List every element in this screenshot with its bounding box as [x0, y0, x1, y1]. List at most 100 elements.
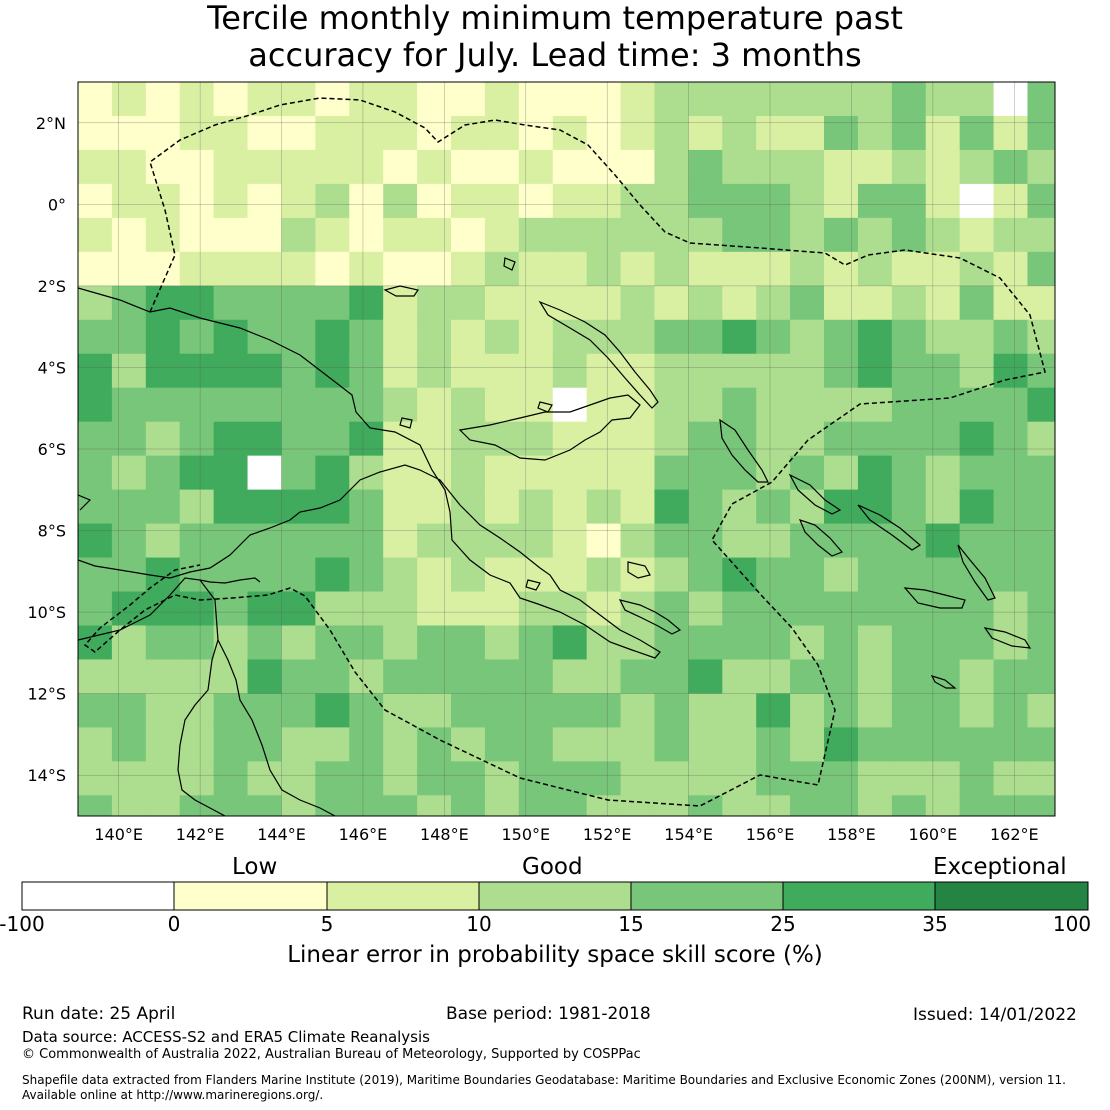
skill-cell — [78, 591, 113, 627]
skill-cell — [78, 183, 113, 219]
skill-cell — [959, 285, 995, 321]
skill-cell — [586, 489, 622, 525]
skill-cell — [824, 251, 859, 287]
skill-cell — [145, 455, 181, 491]
skill-cell — [959, 421, 995, 457]
skill-cell — [518, 523, 554, 559]
lat-label: 14°S — [27, 766, 66, 785]
skill-cell — [586, 319, 622, 355]
skill-cell — [179, 761, 215, 796]
skill-cell — [993, 319, 1029, 355]
skill-cell — [417, 82, 452, 117]
title-line-2: accuracy for July. Lead time: 3 months — [248, 36, 862, 74]
skill-cell — [1027, 183, 1055, 219]
skill-cell — [111, 557, 147, 593]
skill-cell — [993, 183, 1029, 219]
skill-cell — [484, 489, 520, 525]
skill-cell — [247, 251, 283, 287]
skill-cell — [484, 727, 520, 762]
skill-cell — [857, 761, 893, 796]
skill-cell — [925, 353, 961, 389]
skill-cell — [315, 115, 350, 151]
skill-cell — [925, 115, 961, 151]
skill-cell — [552, 455, 588, 491]
skill-cell — [756, 217, 791, 253]
skill-cell — [518, 625, 554, 661]
skill-cell — [281, 727, 316, 762]
skill-cell — [959, 693, 995, 728]
solomon-malaita-coast — [957, 544, 996, 601]
skill-cell — [620, 285, 656, 321]
skill-cell — [349, 149, 384, 185]
skill-cell — [552, 82, 588, 117]
small-island-2 — [537, 401, 553, 413]
skill-cell — [993, 115, 1029, 151]
skill-cell — [315, 285, 350, 321]
skill-cell — [383, 693, 418, 728]
skill-cell — [179, 319, 215, 355]
skill-cell — [145, 115, 181, 151]
skill-cell — [417, 319, 452, 355]
skill-cell — [824, 319, 859, 355]
skill-cell — [654, 319, 689, 355]
skill-cell — [247, 115, 283, 151]
skill-cell — [349, 557, 384, 593]
skill-cell — [586, 387, 622, 423]
skill-cell — [756, 659, 791, 695]
skill-cell — [179, 455, 215, 491]
skill-cell — [925, 795, 961, 816]
skill-cell — [315, 149, 350, 185]
skill-cell — [620, 183, 656, 219]
skill-cell — [518, 82, 554, 117]
base-period: Base period: 1981-2018 — [446, 1004, 651, 1024]
skill-cell — [417, 217, 452, 253]
skill-cell — [78, 421, 113, 457]
skill-cell — [383, 761, 418, 796]
skill-cell — [484, 421, 520, 457]
skill-cell — [247, 217, 283, 253]
skill-cell — [383, 353, 418, 389]
skill-cell — [891, 557, 927, 593]
skill-cell — [857, 727, 893, 762]
skill-cell — [959, 523, 995, 559]
skill-cell — [552, 115, 588, 151]
skill-cell — [247, 625, 283, 661]
skill-cell — [654, 82, 689, 117]
skill-cell — [451, 625, 486, 661]
skill-cell — [552, 625, 588, 661]
skill-cell — [891, 149, 927, 185]
skill-cell — [213, 251, 249, 287]
skill-cell — [417, 625, 452, 661]
skill-cell — [722, 149, 757, 185]
skill-cell — [654, 795, 689, 816]
lon-label: 148°E — [420, 825, 469, 844]
skill-cell — [620, 489, 656, 525]
skill-cell — [451, 285, 486, 321]
skill-cell — [111, 761, 147, 796]
skill-cell — [722, 727, 757, 762]
skill-cell — [111, 387, 147, 423]
solomon-makira-coast — [983, 627, 1032, 649]
skill-cell — [620, 523, 656, 559]
skill-cell — [78, 319, 113, 355]
skill-cell — [1027, 285, 1055, 321]
skill-cell — [824, 421, 859, 457]
skill-cell — [417, 727, 452, 762]
skill-cell — [722, 591, 757, 627]
manus-coast — [383, 285, 419, 297]
skill-cell — [925, 591, 961, 627]
skill-cell — [586, 727, 622, 762]
skill-cell — [552, 591, 588, 627]
skill-cell — [688, 115, 723, 151]
skill-cell — [518, 115, 554, 151]
skill-cell — [552, 183, 588, 219]
skill-cell — [959, 761, 995, 796]
skill-cell — [179, 557, 215, 593]
skill-cell — [315, 421, 350, 457]
skill-cell — [891, 82, 927, 117]
skill-cell — [145, 523, 181, 559]
skill-cell — [451, 115, 486, 151]
skill-cell — [552, 659, 588, 695]
skill-cell — [451, 217, 486, 253]
skill-cell — [688, 659, 723, 695]
